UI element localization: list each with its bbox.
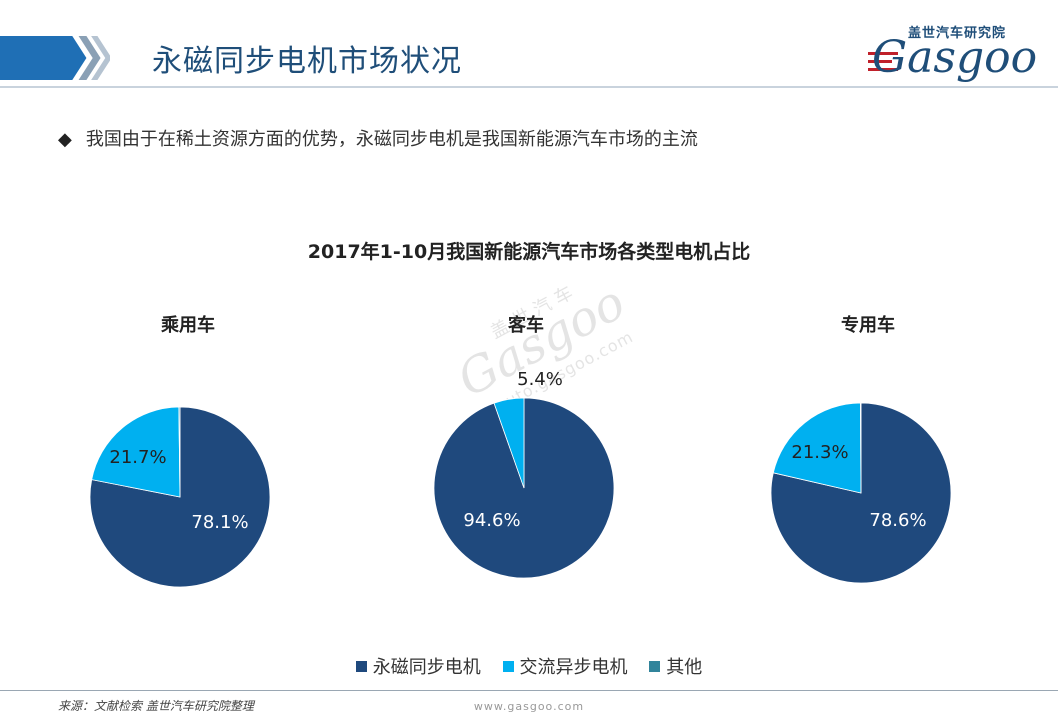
legend-item-pmsm: 永磁同步电机 <box>355 653 481 679</box>
chart-title: 2017年1-10月我国新能源汽车市场各类型电机占比 <box>307 241 751 263</box>
pie-slice-3-other <box>860 402 862 494</box>
pie-slice-2-async <box>493 397 525 489</box>
footer-divider <box>0 690 1058 691</box>
data-label-1-async: 21.7% <box>109 447 166 468</box>
page-title: 永磁同步电机市场状况 <box>152 44 462 79</box>
header-accent-bar <box>0 36 110 80</box>
diamond-bullet-icon: ◆ <box>58 129 72 150</box>
gasgoo-logo: 盖世汽车研究院 Gasgoo <box>868 22 1048 84</box>
legend-item-async: 交流异步电机 <box>502 653 628 679</box>
data-label-2-pmsm: 94.6% <box>463 510 520 531</box>
legend-item-other: 其他 <box>649 653 702 679</box>
legend-label-pmsm: 永磁同步电机 <box>372 657 481 678</box>
data-label-3-pmsm: 78.6% <box>869 510 926 531</box>
pie-slice-1-other <box>178 406 181 498</box>
chart-legend: 永磁同步电机 交流异步电机 其他 <box>0 653 1058 679</box>
pie-title-special: 专用车 <box>841 315 895 336</box>
header-divider <box>0 86 1058 88</box>
legend-swatch-async <box>502 661 514 672</box>
footer-url: www.gasgoo.com <box>473 700 585 713</box>
pie-title-passenger: 乘用车 <box>161 315 215 336</box>
legend-label-other: 其他 <box>666 657 703 678</box>
pie-slice-1-async <box>91 406 181 498</box>
data-label-3-async: 21.3% <box>791 442 848 463</box>
logo-en-text: Gasgoo <box>872 32 1038 83</box>
legend-label-async: 交流异步电机 <box>519 657 628 678</box>
bullet-text: 我国由于在稀土资源方面的优势，永磁同步电机是我国新能源汽车市场的主流 <box>85 129 698 150</box>
data-label-1-pmsm: 78.1% <box>191 512 248 533</box>
pie-title-bus: 客车 <box>508 315 544 336</box>
bullet-point: ◆ 我国由于在稀土资源方面的优势，永磁同步电机是我国新能源汽车市场的主流 <box>58 125 698 151</box>
data-label-2-async: 5.4% <box>517 369 563 390</box>
source-note: 来源：文献检索 盖世汽车研究院整理 <box>58 699 254 713</box>
pie-slice-3-async <box>772 402 862 494</box>
legend-swatch-other <box>649 661 661 672</box>
legend-swatch-pmsm <box>355 661 367 672</box>
logo-cn-text: 盖世汽车研究院 <box>908 26 1007 41</box>
